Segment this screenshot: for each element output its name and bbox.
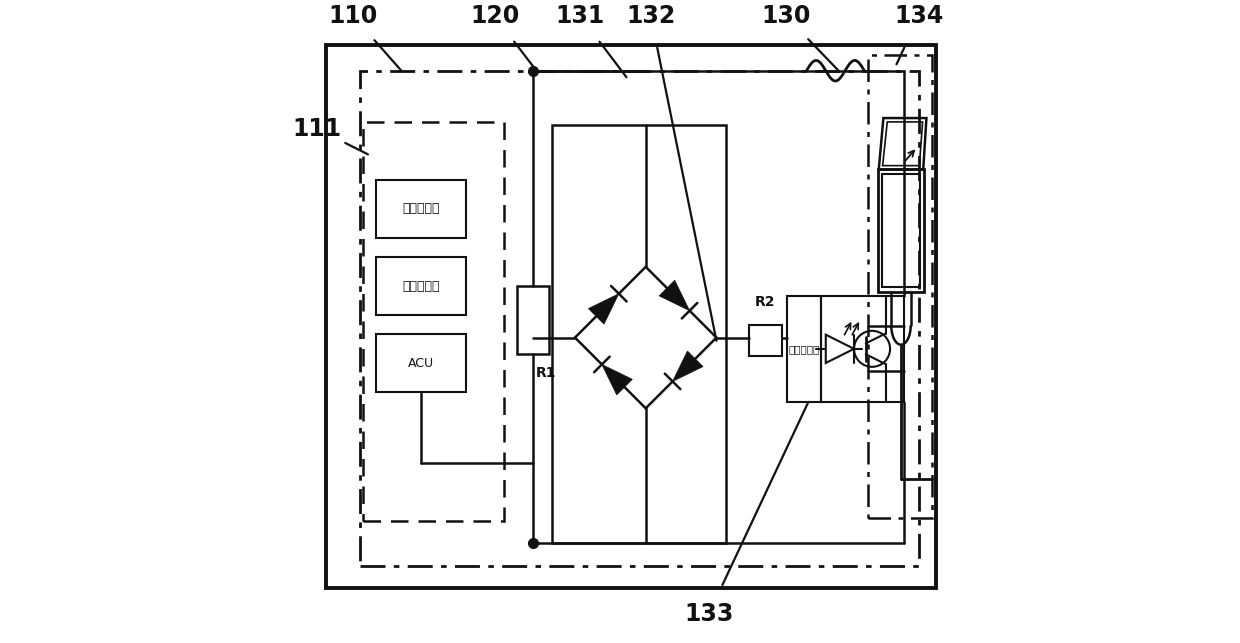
Text: 第一检测器: 第一检测器 bbox=[402, 280, 439, 293]
Text: 131: 131 bbox=[556, 4, 605, 28]
Text: 133: 133 bbox=[684, 602, 733, 626]
Text: 111: 111 bbox=[291, 116, 341, 141]
Text: 130: 130 bbox=[761, 4, 811, 28]
Text: 134: 134 bbox=[894, 4, 944, 28]
Polygon shape bbox=[589, 294, 619, 324]
Polygon shape bbox=[660, 280, 689, 311]
Text: 第三检测器: 第三检测器 bbox=[789, 344, 820, 354]
Polygon shape bbox=[672, 351, 703, 381]
Text: ACU: ACU bbox=[408, 357, 434, 370]
Polygon shape bbox=[601, 365, 632, 395]
Text: 132: 132 bbox=[626, 4, 676, 28]
Text: R2: R2 bbox=[755, 295, 775, 309]
Text: R1: R1 bbox=[536, 366, 557, 380]
Text: 110: 110 bbox=[329, 4, 378, 28]
Text: 120: 120 bbox=[470, 4, 520, 28]
Text: 第二检测器: 第二检测器 bbox=[402, 203, 439, 215]
